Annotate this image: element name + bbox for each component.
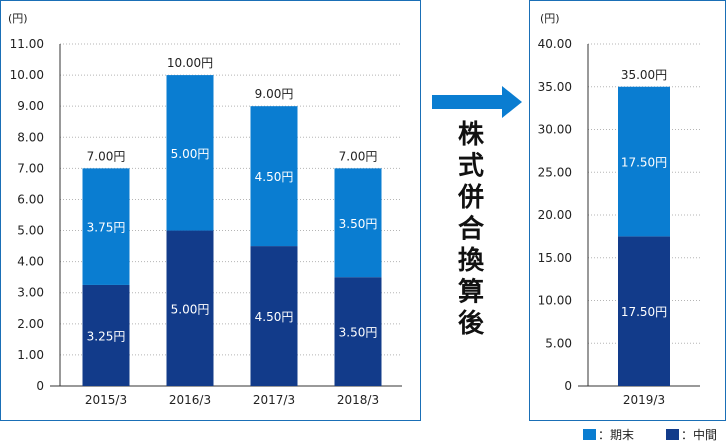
total-value-label: 35.00円 xyxy=(621,68,667,82)
y-tick-label: 30.00 xyxy=(538,123,572,137)
x-tick-label: 2019/3 xyxy=(623,393,665,407)
bar-period-end xyxy=(250,106,298,247)
bar-period-end xyxy=(82,168,130,285)
x-tick-label: 2018/3 xyxy=(337,393,379,407)
interim-value-label: 3.50円 xyxy=(339,326,378,340)
period-end-value-label: 3.50円 xyxy=(339,217,378,231)
y-tick-label: 4.00 xyxy=(17,255,44,269)
x-tick-label: 2017/3 xyxy=(253,393,295,407)
legend-label-period-end: ：期末 xyxy=(598,428,634,442)
total-value-label: 7.00円 xyxy=(87,149,126,163)
x-tick-label: 2016/3 xyxy=(169,393,211,407)
y-tick-label: 5.00 xyxy=(17,224,44,238)
y-tick-label: 10.00 xyxy=(538,294,572,308)
bar-interim xyxy=(618,236,670,386)
y-tick-label: 35.00 xyxy=(538,80,572,94)
legend: ：期末 ：中間 xyxy=(583,427,717,442)
y-tick-label: 1.00 xyxy=(17,348,44,362)
period-end-value-label: 17.50円 xyxy=(621,156,667,170)
y-tick-label: 0 xyxy=(564,379,572,393)
right-arrow-icon xyxy=(432,86,522,118)
left-chart: (円) 0 1.00 2.00 3.00 4.00 5.00 6.00 7.00 8.00 9.00… xyxy=(8,12,402,407)
total-value-label: 7.00円 xyxy=(339,149,378,163)
interim-value-label: 17.50円 xyxy=(621,305,667,319)
legend-swatch-period-end xyxy=(583,429,596,440)
y-tick-label: 10.00 xyxy=(10,68,44,82)
y-tick-label: 3.00 xyxy=(17,286,44,300)
interim-value-label: 3.25円 xyxy=(87,329,126,343)
period-end-value-label: 4.50円 xyxy=(255,170,294,184)
period-end-value-label: 3.75円 xyxy=(87,221,126,235)
bar-period-end xyxy=(618,86,670,237)
y-unit-label: (円) xyxy=(540,12,560,25)
bar-interim xyxy=(82,284,130,386)
legend-label-interim: ：中間 xyxy=(681,427,717,442)
bar-period-end xyxy=(166,75,214,231)
bar-period-end xyxy=(334,168,382,278)
y-unit-label: (円) xyxy=(8,12,28,25)
period-end-value-label: 5.00円 xyxy=(171,147,210,161)
x-tick-label: 2015/3 xyxy=(85,393,127,407)
total-value-label: 9.00円 xyxy=(255,87,294,101)
right-chart: (円) 0 5.00 10.00 15.00 20.00 25.00 30.00 35.00 40… xyxy=(538,12,700,407)
legend-swatch-interim xyxy=(666,429,679,440)
y-tick-label: 20.00 xyxy=(538,208,572,222)
y-tick-label: 7.00 xyxy=(17,161,44,175)
y-tick-label: 8.00 xyxy=(17,130,44,144)
bar-interim xyxy=(166,230,214,386)
bar-interim xyxy=(334,277,382,386)
y-tick-label: 6.00 xyxy=(17,192,44,206)
y-tick-label: 40.00 xyxy=(538,37,572,51)
y-tick-label: 11.00 xyxy=(10,37,44,51)
interim-value-label: 4.50円 xyxy=(255,310,294,324)
bar-interim xyxy=(250,246,298,386)
share-consolidation-caption: 株式併合換算後 xyxy=(457,120,485,339)
y-tick-label: 25.00 xyxy=(538,165,572,179)
y-tick-label: 5.00 xyxy=(545,336,572,350)
y-tick-label: 2.00 xyxy=(17,317,44,331)
total-value-label: 10.00円 xyxy=(167,56,213,70)
interim-value-label: 5.00円 xyxy=(171,302,210,316)
y-tick-label: 0 xyxy=(36,379,44,393)
y-tick-label: 15.00 xyxy=(538,251,572,265)
y-tick-label: 9.00 xyxy=(17,99,44,113)
